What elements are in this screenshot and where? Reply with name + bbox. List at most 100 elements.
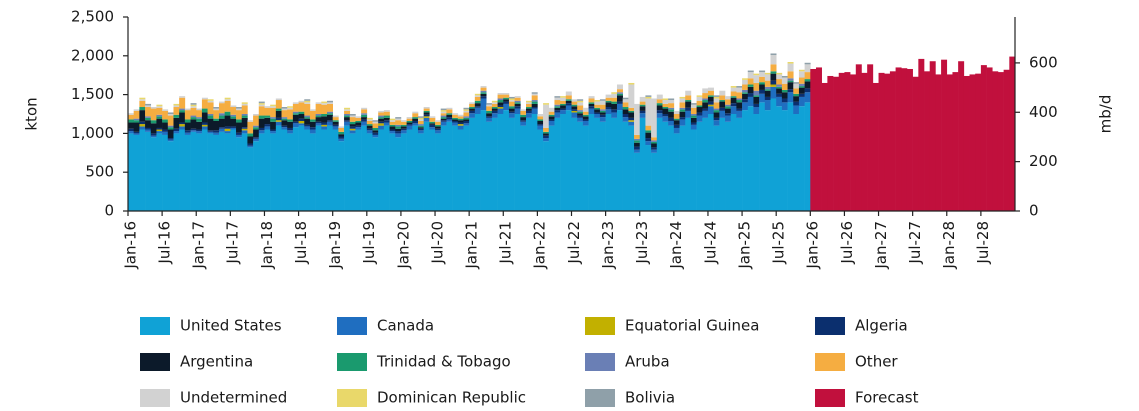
bar-segment xyxy=(400,121,407,125)
bar-segment xyxy=(901,68,908,211)
bar-segment xyxy=(787,63,794,72)
bar-segment xyxy=(565,103,572,106)
bar-segment xyxy=(554,110,561,113)
x-tick-label: Jul-22 xyxy=(565,221,583,265)
bar-segment xyxy=(389,121,396,125)
bar-segment xyxy=(207,114,214,116)
bar-segment xyxy=(469,117,476,211)
bar-segment xyxy=(639,117,646,211)
bar-segment xyxy=(662,108,669,114)
bar-segment xyxy=(514,102,521,104)
bar-segment xyxy=(378,123,385,126)
bar-segment xyxy=(270,117,277,119)
bar-segment xyxy=(526,107,532,109)
bar-segment xyxy=(679,117,686,120)
bar-segment xyxy=(736,87,743,93)
bar-segment xyxy=(753,90,760,96)
bar-segment xyxy=(588,98,595,103)
bar-segment xyxy=(412,113,419,118)
bar-segment xyxy=(742,79,749,85)
bar-segment xyxy=(736,98,743,101)
x-tick-label: Jan-21 xyxy=(462,221,480,270)
bar-segment xyxy=(997,72,1004,211)
bar-segment xyxy=(224,131,231,134)
bar-segment xyxy=(543,133,550,136)
bar-segment xyxy=(230,126,237,128)
bar-segment xyxy=(781,77,788,84)
bar-segment xyxy=(167,138,174,140)
bar-segment xyxy=(133,110,140,119)
bar-segment xyxy=(480,96,487,99)
x-tick-label: Jan-24 xyxy=(667,221,685,270)
bar-segment xyxy=(702,110,709,118)
bar-segment xyxy=(446,117,453,120)
bar-segment xyxy=(366,133,373,211)
bar-segment xyxy=(679,119,686,126)
bar-segment xyxy=(725,104,732,107)
bar-segment xyxy=(690,114,697,116)
bar-segment xyxy=(406,120,413,123)
bar-segment xyxy=(929,61,936,212)
bar-segment xyxy=(156,131,163,134)
bar-segment xyxy=(565,100,572,104)
bar-segment xyxy=(253,141,260,211)
bar-segment xyxy=(759,102,766,211)
bar-segment xyxy=(605,109,612,114)
bar-segment xyxy=(622,114,629,118)
bar-segment xyxy=(491,102,498,104)
bar-segment xyxy=(560,105,567,109)
legend-swatch xyxy=(585,389,615,407)
bar-segment xyxy=(412,117,419,119)
bar-segment xyxy=(645,132,652,139)
bar-segment xyxy=(719,110,726,118)
x-tick-label: Jan-16 xyxy=(121,221,139,270)
bar-segment xyxy=(605,100,612,103)
bar-segment xyxy=(304,102,311,104)
bar-segment xyxy=(258,104,265,107)
bar-segment xyxy=(167,141,174,211)
bar-segment xyxy=(258,127,265,131)
bar-segment xyxy=(128,113,134,115)
bar-segment xyxy=(349,128,356,131)
bar-segment xyxy=(173,107,180,115)
bar-segment xyxy=(327,114,333,121)
bar-segment xyxy=(554,106,561,108)
bar-segment xyxy=(503,110,510,211)
bar-segment xyxy=(184,110,191,120)
bar-segment xyxy=(349,121,356,125)
bar-segment xyxy=(503,103,510,111)
bar-segment xyxy=(463,116,470,118)
bar-segment xyxy=(298,120,305,124)
bar-segment xyxy=(759,72,766,77)
bar-segment xyxy=(798,77,805,84)
bar-segment xyxy=(815,67,822,211)
bar-segment xyxy=(548,119,555,121)
bar-segment xyxy=(423,107,430,109)
bar-segment xyxy=(247,145,254,148)
bar-segment xyxy=(725,121,732,211)
bar-segment xyxy=(770,84,777,87)
bar-segment xyxy=(264,106,271,108)
bar-segment xyxy=(412,111,419,114)
bar-segment xyxy=(275,120,282,122)
bar-segment xyxy=(742,89,749,93)
bar-segment xyxy=(281,117,288,119)
bar-segment xyxy=(213,132,220,135)
bar-segment xyxy=(361,109,368,114)
bar-segment xyxy=(588,102,595,104)
bar-segment xyxy=(366,128,373,131)
x-tick-label: Jan-19 xyxy=(326,221,344,270)
bar-segment xyxy=(776,93,783,97)
x-tick-label: Jul-21 xyxy=(497,221,515,265)
bar-segment xyxy=(463,123,470,126)
bar-segment xyxy=(651,141,658,144)
bar-segment xyxy=(292,102,299,104)
bar-segment xyxy=(491,113,498,118)
bar-segment xyxy=(349,126,356,129)
bar-segment xyxy=(309,109,316,111)
bar-segment xyxy=(543,127,550,132)
bar-segment xyxy=(236,119,243,123)
bar-segment xyxy=(776,74,783,80)
bar-segment xyxy=(656,94,663,100)
bar-segment xyxy=(230,118,237,127)
